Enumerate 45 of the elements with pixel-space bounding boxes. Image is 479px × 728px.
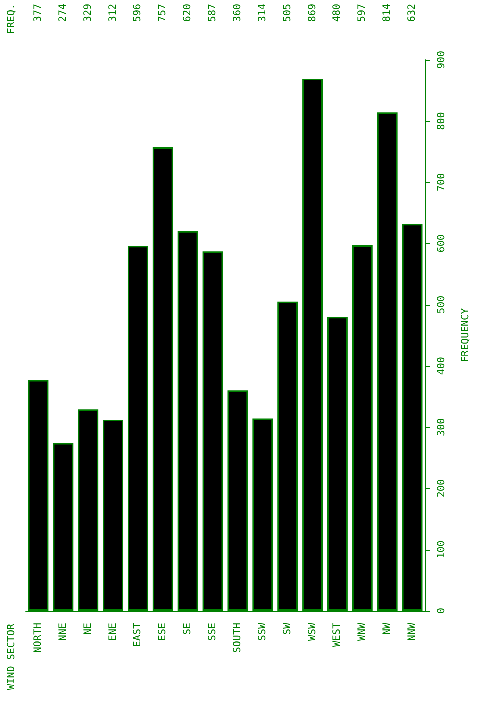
x-tick-label: WSW xyxy=(307,622,318,642)
x-tick-label: SOUTH xyxy=(232,623,244,654)
data-label: 587 xyxy=(208,4,219,22)
y-tick-label: 300 xyxy=(436,418,448,436)
x-tick-label: NNW xyxy=(407,622,418,642)
data-label: 505 xyxy=(282,4,294,22)
data-label: 620 xyxy=(182,4,194,22)
x-tick-label: SW xyxy=(282,622,294,636)
x-tick-label: WEST xyxy=(332,623,344,648)
data-label: 312 xyxy=(108,4,119,22)
x-tick-label: NNE xyxy=(58,623,69,642)
data-label: 314 xyxy=(257,4,268,22)
data-label: 757 xyxy=(158,4,169,22)
x-tick-label: SSW xyxy=(257,622,268,642)
data-label: 329 xyxy=(82,4,94,22)
y-tick-label: 100 xyxy=(436,540,448,559)
y-tick-label: 200 xyxy=(436,480,448,498)
y-tick-label: 800 xyxy=(436,112,448,130)
x-tick-label: NW xyxy=(382,622,394,636)
data-label: 869 xyxy=(307,4,318,22)
data-label: 480 xyxy=(332,4,344,22)
data-label: 274 xyxy=(58,4,69,22)
data-label: 814 xyxy=(382,4,394,22)
x-tick-label: ENE xyxy=(108,623,119,642)
y-tick-label: 0 xyxy=(436,608,448,614)
data-label: 597 xyxy=(357,4,368,22)
data-label: 596 xyxy=(132,4,144,22)
x-tick-label: WNW xyxy=(357,622,368,642)
y-tick-label: 400 xyxy=(436,357,448,376)
x-tick-label: NE xyxy=(82,623,94,636)
data-label: 360 xyxy=(232,4,244,22)
y-tick-label: 500 xyxy=(436,296,448,314)
x-tick-label: ESE xyxy=(158,623,169,642)
data-label: 377 xyxy=(32,4,44,22)
x-tick-label: NORTH xyxy=(32,623,44,654)
data-label: 632 xyxy=(407,4,418,22)
text: WIND SECTOR xyxy=(6,623,18,690)
x-tick-label: SSE xyxy=(208,623,219,642)
x-tick-label: SE xyxy=(182,623,194,636)
x-tick-label: EAST xyxy=(132,623,144,648)
y-tick-label: 600 xyxy=(436,234,448,253)
y-tick-label: 700 xyxy=(436,173,448,192)
text: FREQ. xyxy=(6,4,18,34)
y-axis-title: FREQUENCY xyxy=(460,308,472,363)
y-tick-label: 900 xyxy=(436,50,448,70)
